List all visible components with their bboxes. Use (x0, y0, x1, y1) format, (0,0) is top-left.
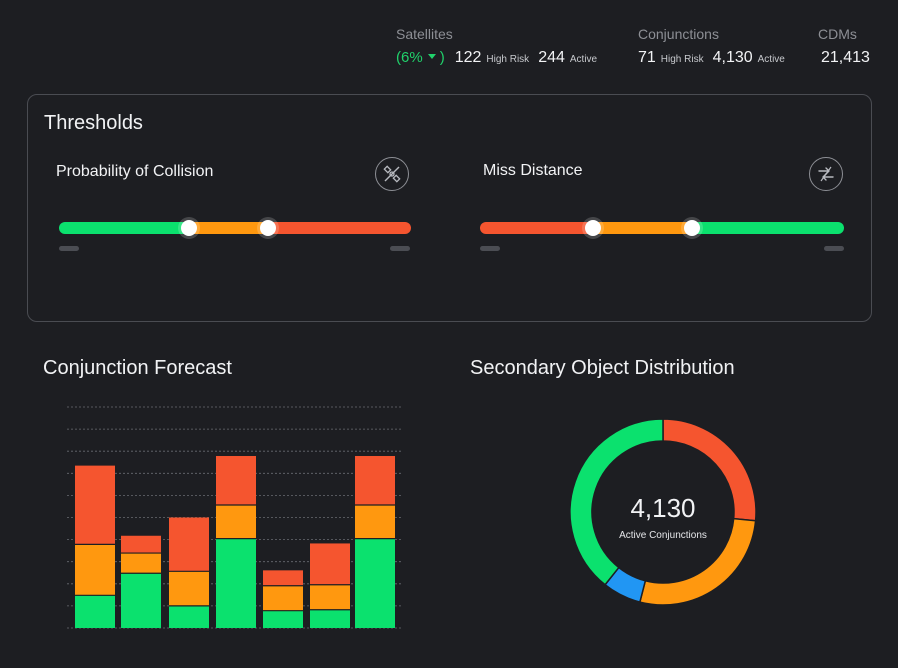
conjunctions-active-value: 4,130 (712, 49, 753, 66)
distribution-title: Secondary Object Distribution (470, 357, 735, 379)
satellites-label: Satellites (396, 26, 453, 42)
donut-center-label: Active Conjunctions (619, 530, 707, 541)
probability-slider-track[interactable] (59, 220, 411, 236)
forecast-bar-6-segment-3[interactable] (310, 543, 350, 585)
miss-distance-slider-low-handle[interactable] (584, 220, 601, 236)
forecast-bar-5-segment-1[interactable] (263, 610, 303, 628)
miss-distance-toggle-button[interactable] (809, 157, 843, 191)
caret-down-icon (427, 54, 436, 59)
conjunctions-stat: Conjunctions 71 High Risk 4,130 Active (638, 26, 794, 67)
forecast-bar-3-segment-1[interactable] (169, 605, 209, 628)
cdms-label: CDMs (818, 26, 857, 42)
forecast-bar-5-segment-3[interactable] (263, 570, 303, 586)
thresholds-panel: Thresholds Probability of Collision Miss… (27, 94, 872, 322)
forecast-bar-2-segment-1[interactable] (121, 573, 161, 628)
forecast-bar-4-segment-3[interactable] (216, 456, 256, 506)
satellites-active-value: 244 (538, 49, 565, 66)
probability-slider-high-handle[interactable] (260, 220, 277, 236)
forecast-bar-3-segment-2[interactable] (169, 571, 209, 606)
forecast-title: Conjunction Forecast (43, 357, 232, 379)
forecast-bar-6-segment-2[interactable] (310, 584, 350, 610)
probability-title: Probability of Collision (56, 163, 214, 180)
probability-min-tick (59, 246, 79, 251)
probability-slider-low-handle[interactable] (181, 220, 198, 236)
miss-distance-max-tick (824, 246, 844, 251)
forecast-bar-1-segment-1[interactable] (75, 595, 115, 628)
forecast-bar-4-segment-1[interactable] (216, 538, 256, 628)
satellites-high-risk-unit: High Risk (486, 54, 530, 65)
forecast-bar-7-segment-2[interactable] (355, 505, 395, 539)
miss-distance-min-tick (480, 246, 500, 251)
conjunctions-high-risk-value: 71 (638, 49, 656, 66)
satellite-off-icon (383, 165, 401, 183)
cdms-value: 21,413 (821, 49, 870, 66)
forecast-bar-7-segment-3[interactable] (355, 456, 395, 506)
trend-close: ) (439, 49, 445, 66)
donut-slice-3[interactable] (604, 566, 647, 603)
forecast-bar-2-segment-3[interactable] (121, 535, 161, 554)
conjunctions-high-risk-unit: High Risk (660, 54, 704, 65)
miss-distance-title: Miss Distance (483, 162, 583, 179)
satellites-trend: (6% ) (396, 49, 445, 66)
probability-toggle-button[interactable] (375, 157, 409, 191)
donut-center: 4,130 Active Conjunctions (563, 493, 763, 541)
miss-distance-slider-high-handle[interactable] (684, 220, 701, 236)
forecast-bar-1-segment-2[interactable] (75, 544, 115, 596)
forecast-bar-6-segment-1[interactable] (310, 609, 350, 628)
thresholds-title: Thresholds (44, 112, 143, 134)
satellites-active-unit: Active (569, 54, 598, 65)
forecast-bar-4-segment-2[interactable] (216, 505, 256, 539)
forecast-bar-5-segment-2[interactable] (263, 585, 303, 611)
swap-arrows-icon (818, 166, 834, 182)
conjunctions-active-unit: Active (757, 54, 785, 65)
satellites-high-risk-value: 122 (454, 49, 482, 66)
trend-percent: (6% (396, 49, 423, 66)
donut-center-value: 4,130 (630, 493, 696, 523)
forecast-bar-1-segment-3[interactable] (75, 465, 115, 545)
conjunctions-label: Conjunctions (638, 26, 719, 42)
probability-max-tick (390, 246, 410, 251)
satellites-stat: Satellites (6% ) 122 High Risk 244 Activ… (396, 26, 606, 67)
forecast-bar-3-segment-3[interactable] (169, 517, 209, 572)
forecast-bar-2-segment-2[interactable] (121, 553, 161, 574)
miss-distance-slider-track[interactable] (480, 220, 844, 236)
cdms-stat: CDMs 21,413 (818, 26, 870, 67)
forecast-bar-7-segment-1[interactable] (355, 538, 395, 628)
